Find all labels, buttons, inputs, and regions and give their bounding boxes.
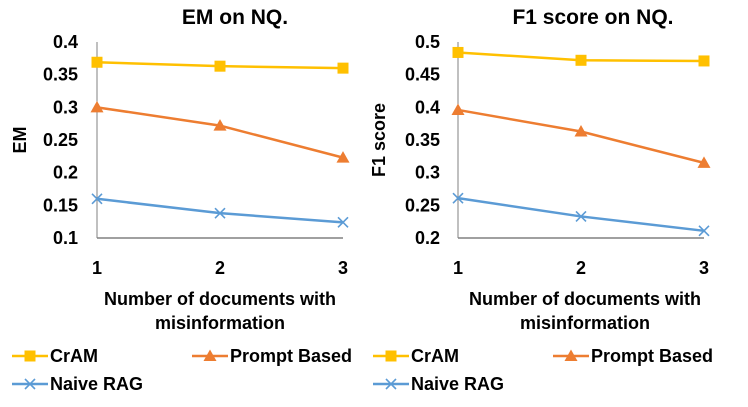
data-point [575,210,587,223]
data-point [213,119,227,131]
legend-marker [203,349,217,361]
data-point [91,193,103,205]
y-tick-label: 0.45 [405,65,440,85]
y-axis-label: F1 score [369,103,389,177]
legend-label: Naive RAG [50,374,143,394]
legend-marker [24,350,36,362]
chart-title: EM on NQ. [182,6,288,29]
data-point [697,156,711,168]
data-point [451,103,465,115]
y-tick-label: 0.15 [43,195,78,215]
data-point [452,192,464,204]
data-point [574,125,588,137]
data-point [698,55,710,67]
series-line [96,106,344,159]
y-tick-label: 0.35 [405,130,440,150]
x-axis-label: misinformation [155,313,285,333]
legend-item: CrAM [12,346,98,366]
legend: CrAM Prompt Based Naive RAG [373,346,713,394]
legend-item: CrAM [373,346,459,366]
y-tick-label: 0.2 [415,228,440,248]
legend-item: Naive RAG [12,374,143,394]
x-axis-label: Number of documents with [104,289,336,309]
y-tick-label: 0.25 [43,130,78,150]
legend-label: CrAM [411,346,459,366]
data-point [698,225,710,237]
chart-title: F1 score on NQ. [512,6,673,29]
x-axis-label: Number of documents with [469,289,701,309]
y-tick-label: 0.3 [53,97,78,117]
data-point [336,151,350,163]
data-point [91,56,103,68]
legend-item: Prompt Based [192,346,352,366]
chart-panel-2: F1 score on NQ. 0.2 0.25 0.3 0.35 0.4 0.45 0.5 1… [369,6,713,394]
x-tick-label: 3 [338,258,348,278]
chart-panel-1: EM on NQ. 0.1 0.15 0.2 0.25 0.3 0.35 0.4 1 2 3 EM Nu… [10,6,352,394]
x-tick-label: 1 [92,258,102,278]
data-point [575,54,587,66]
legend-label: Naive RAG [411,374,504,394]
y-tick-label: 0.3 [415,163,440,183]
legend-label: Prompt Based [230,346,352,366]
y-tick-label: 0.35 [43,65,78,85]
legend-marker [385,378,397,390]
y-tick-label: 0.5 [415,32,440,52]
y-tick-label: 0.1 [53,228,78,248]
x-tick-label: 3 [699,258,709,278]
legend: CrAM Prompt Based Naive RAG [12,346,352,394]
y-tick-label: 0.4 [415,97,440,117]
y-axis-label: EM [10,127,30,154]
y-tick-label: 0.4 [53,32,78,52]
legend-marker [24,378,36,390]
x-tick-label: 1 [453,258,463,278]
legend-item: Prompt Based [553,346,713,366]
legend-label: CrAM [50,346,98,366]
legend-marker [564,349,578,361]
data-point [337,216,349,228]
legend-marker [385,350,397,362]
legend-label: Prompt Based [591,346,713,366]
x-tick-label: 2 [576,258,586,278]
data-point [214,207,226,219]
series-line [457,196,705,233]
y-tick-label: 0.25 [405,195,440,215]
data-point [452,46,464,58]
data-point [214,60,226,72]
series-line [96,197,344,224]
legend-item: Naive RAG [373,374,504,394]
y-tick-label: 0.2 [53,163,78,183]
x-axis-label: misinformation [520,313,650,333]
data-point [90,100,104,113]
x-tick-label: 2 [215,258,225,278]
data-point [337,62,349,74]
